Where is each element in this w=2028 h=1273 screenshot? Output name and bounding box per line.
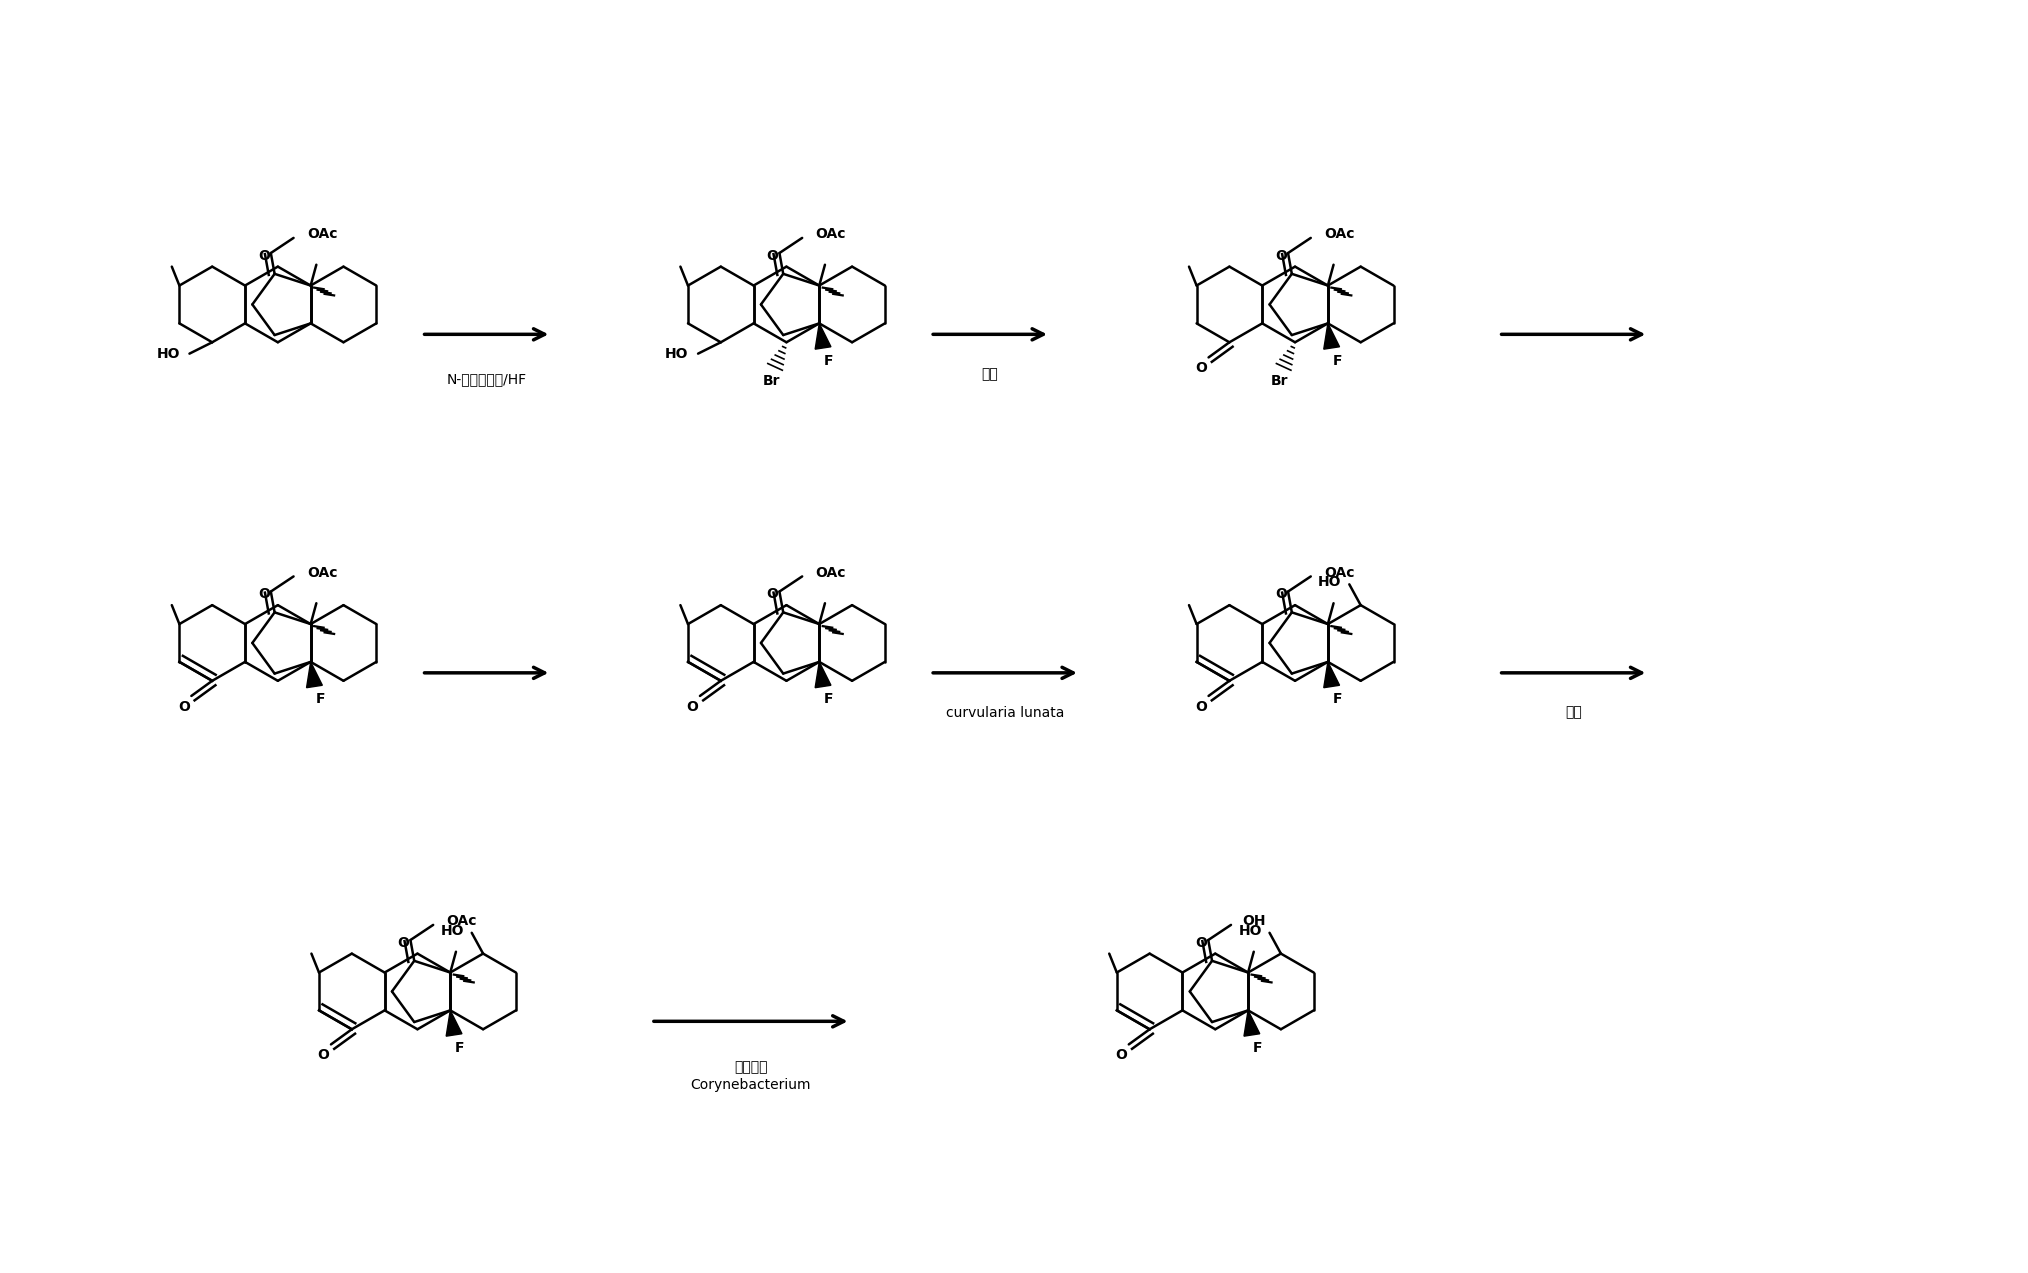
- Text: OAc: OAc: [306, 565, 337, 579]
- Text: 铬酸: 铬酸: [982, 367, 998, 381]
- Text: HO: HO: [1239, 924, 1261, 938]
- Text: O: O: [1276, 248, 1288, 262]
- Text: F: F: [823, 693, 834, 707]
- Text: OAc: OAc: [1324, 227, 1355, 241]
- Text: O: O: [1194, 936, 1207, 950]
- Text: O: O: [318, 1048, 329, 1062]
- Text: HO: HO: [440, 924, 464, 938]
- Text: O: O: [258, 587, 270, 601]
- Text: 棒状杆菌
Corynebacterium: 棒状杆菌 Corynebacterium: [690, 1060, 811, 1092]
- Text: O: O: [1194, 362, 1207, 376]
- Text: O: O: [767, 587, 779, 601]
- Text: F: F: [1253, 1040, 1261, 1054]
- Text: OAc: OAc: [1324, 565, 1355, 579]
- Text: O: O: [1276, 587, 1288, 601]
- Polygon shape: [1243, 1011, 1259, 1036]
- Text: F: F: [454, 1040, 464, 1054]
- Text: OAc: OAc: [815, 565, 846, 579]
- Text: F: F: [1332, 693, 1343, 707]
- Polygon shape: [1324, 323, 1341, 349]
- Polygon shape: [306, 662, 322, 687]
- Text: OAc: OAc: [306, 227, 337, 241]
- Text: Br: Br: [1272, 374, 1288, 388]
- Text: curvularia lunata: curvularia lunata: [945, 705, 1065, 719]
- Polygon shape: [1324, 662, 1341, 687]
- Text: O: O: [397, 936, 410, 950]
- Text: O: O: [1194, 700, 1207, 714]
- Text: OH: OH: [1243, 914, 1265, 928]
- Text: Br: Br: [763, 374, 781, 388]
- Text: OAc: OAc: [446, 914, 477, 928]
- Text: OAc: OAc: [815, 227, 846, 241]
- Text: F: F: [1332, 354, 1343, 368]
- Text: 醋酐: 醋酐: [1566, 705, 1582, 719]
- Text: O: O: [178, 700, 191, 714]
- Text: N-溴代乙酰胺/HF: N-溴代乙酰胺/HF: [446, 372, 527, 386]
- Text: O: O: [258, 248, 270, 262]
- Text: HO: HO: [156, 346, 180, 360]
- Text: F: F: [316, 693, 324, 707]
- Text: HO: HO: [1318, 575, 1343, 589]
- Polygon shape: [815, 662, 831, 687]
- Polygon shape: [446, 1011, 462, 1036]
- Text: HO: HO: [665, 346, 690, 360]
- Text: O: O: [1115, 1048, 1128, 1062]
- Text: F: F: [823, 354, 834, 368]
- Text: O: O: [685, 700, 698, 714]
- Polygon shape: [815, 323, 831, 349]
- Text: O: O: [767, 248, 779, 262]
